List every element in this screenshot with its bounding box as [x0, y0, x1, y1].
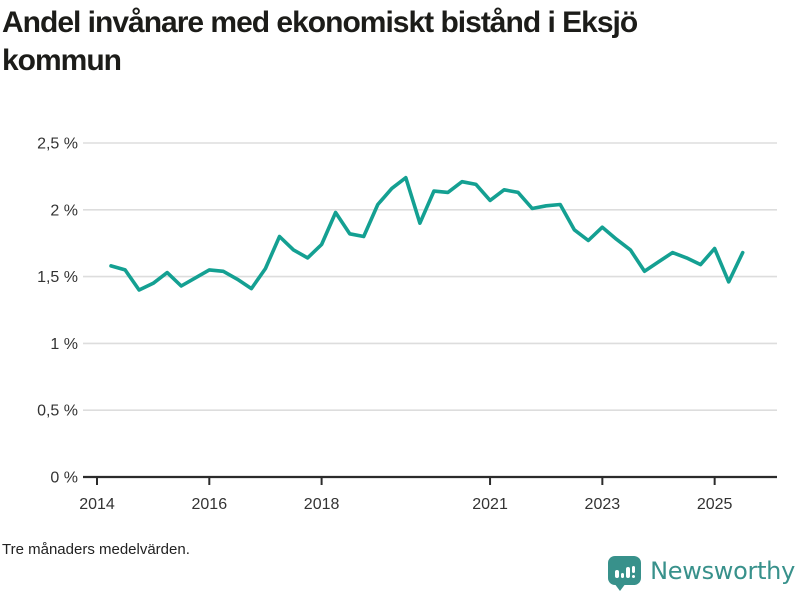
logo-exclamation-icon [631, 566, 636, 573]
logo-wordmark: Newsworthy [650, 556, 795, 585]
x-tick-label: 2023 [585, 496, 621, 513]
x-tick-label: 2018 [304, 496, 340, 513]
logo-bar-icon [615, 570, 619, 578]
y-tick-label: 0,5 % [37, 403, 78, 420]
newsworthy-pin-bar-chart-icon [608, 556, 642, 591]
y-tick-label: 0 % [50, 470, 78, 487]
y-tick-label: 2 % [50, 202, 78, 219]
logo-bar-icon [626, 567, 630, 578]
x-tick-label: 2014 [79, 496, 115, 513]
y-tick-label: 1 % [50, 336, 78, 353]
chart-title: Andel invånare med ekonomiskt bistånd i … [2, 4, 796, 80]
x-tick-label: 2021 [472, 496, 508, 513]
x-tick-label: 2025 [697, 496, 733, 513]
y-tick-label: 1,5 % [37, 269, 78, 286]
footnote-text: Tre månaders medelvärden. [2, 541, 190, 558]
logo-bar-icon [620, 573, 625, 578]
newsworthy-logo-link[interactable]: Newsworthy [608, 556, 795, 591]
y-tick-label: 2,5 % [37, 136, 78, 153]
chart-title-line-1: Andel invånare med ekonomiskt bistånd i … [2, 6, 638, 39]
x-tick-label: 2016 [192, 496, 228, 513]
data-line [109, 175, 745, 292]
chart-title-line-2: kommun [2, 44, 122, 77]
logo-exclamation-dot-icon [631, 574, 636, 578]
